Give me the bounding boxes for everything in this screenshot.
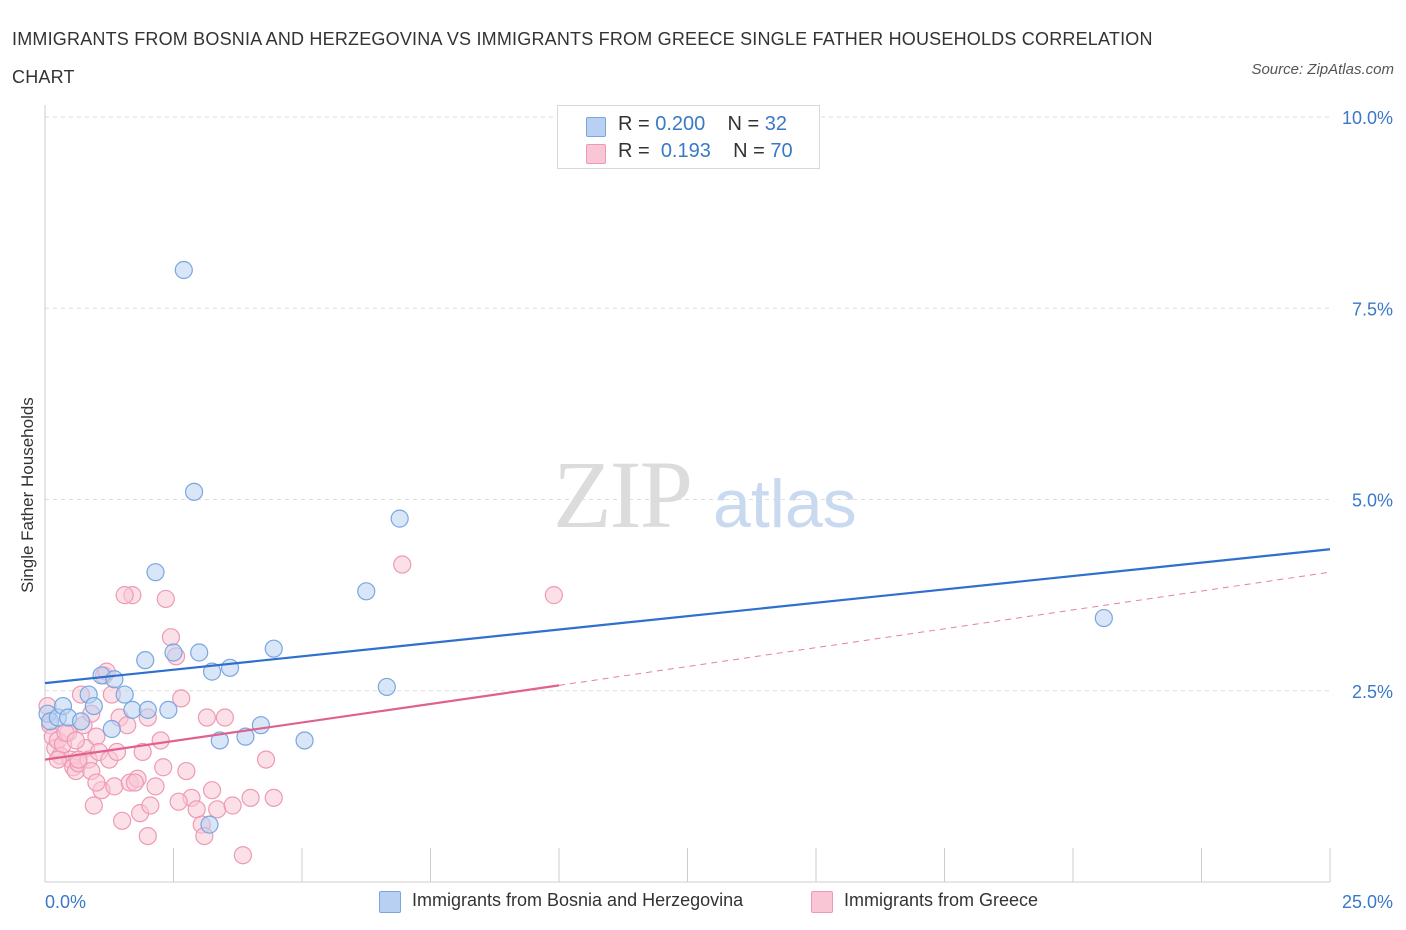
bottom-legend-swatch-greece: [811, 891, 833, 913]
legend-greece-n-value: 70: [770, 140, 793, 162]
y-axis-label: Single Father Households: [18, 397, 37, 593]
greece-point: [115, 586, 134, 605]
greece-point: [393, 555, 412, 574]
x-tick-label-min: 0.0%: [45, 892, 86, 912]
bosnia-point: [377, 677, 396, 697]
greece-point: [112, 811, 132, 830]
greece-point: [264, 788, 283, 807]
bosnia-point: [295, 731, 314, 750]
y-tick-label: 10.0%: [1342, 108, 1393, 128]
greece-trend-line-extended: [558, 571, 1331, 686]
y-tick-labels: 2.5% 5.0% 7.5% 10.0%: [1342, 108, 1393, 702]
greece-point: [256, 750, 276, 769]
greece-point: [208, 800, 227, 819]
greece-point: [154, 758, 173, 777]
greece-trend-line: [44, 684, 560, 761]
legend-bosnia-n-label: N =: [727, 113, 760, 135]
correlation-legend: R = 0.200 N = 32 R = 0.193 N = 70: [557, 105, 820, 169]
x-tick-label-max: 25.0%: [1342, 892, 1393, 912]
bosnia-point: [210, 731, 229, 750]
bosnia-points: [38, 260, 1113, 834]
bosnia-point: [123, 700, 142, 719]
bosnia-trend-line: [44, 548, 1331, 685]
greece-point: [84, 796, 103, 815]
greece-point: [141, 796, 160, 815]
greece-point: [161, 628, 181, 647]
legend-greece-n-label: N =: [733, 140, 765, 162]
legend-bosnia-r-label: R =: [618, 113, 650, 135]
y-tick-label: 7.5%: [1352, 299, 1393, 319]
legend-swatch-greece: [586, 144, 606, 164]
greece-point: [197, 708, 217, 727]
bosnia-point: [115, 685, 134, 704]
greece-point: [215, 708, 234, 727]
greece-point: [172, 689, 191, 708]
watermark: ZIP atlas: [553, 441, 857, 548]
bosnia-point: [164, 643, 183, 662]
bosnia-point: [357, 582, 376, 601]
source-label: Source: ZipAtlas.com: [1251, 61, 1394, 78]
greece-point: [156, 589, 175, 609]
greece-point: [544, 586, 563, 605]
bottom-legend-swatch-bosnia: [379, 891, 401, 913]
bottom-legend-label-bosnia: Immigrants from Bosnia and Herzegovina: [412, 890, 744, 910]
greece-point: [169, 792, 188, 811]
greece-point: [146, 777, 165, 796]
greece-point: [177, 761, 196, 781]
axes: [44, 105, 1331, 883]
bosnia-point: [184, 482, 204, 501]
bosnia-point: [236, 727, 255, 746]
greece-point: [87, 773, 106, 792]
bosnia-point: [105, 670, 124, 689]
trend-lines: [44, 548, 1331, 761]
bottom-legend-label-greece: Immigrants from Greece: [844, 890, 1039, 910]
legend-greece-r-label: R =: [618, 140, 650, 162]
bosnia-point: [159, 700, 178, 719]
y-tick-label: 2.5%: [1352, 682, 1393, 702]
bosnia-point: [390, 509, 409, 528]
bosnia-point: [102, 719, 121, 739]
greece-point: [202, 781, 222, 800]
bosnia-point: [136, 651, 155, 670]
legend-bosnia-r-value: 0.200: [655, 113, 706, 135]
greece-point: [223, 796, 242, 815]
legend-swatch-bosnia: [586, 117, 606, 137]
chart-title: IMMIGRANTS FROM BOSNIA AND HERZEGOVINA V…: [12, 29, 1153, 87]
greece-point: [105, 777, 124, 796]
x-tick-labels: 0.0% 25.0%: [45, 892, 1393, 912]
greece-point: [187, 800, 206, 819]
bosnia-point: [1094, 608, 1113, 628]
greece-point: [125, 773, 145, 792]
bosnia-point: [138, 700, 157, 719]
greece-point: [138, 826, 157, 846]
legend-bosnia-n-value: 32: [764, 113, 788, 135]
bosnia-point: [264, 639, 283, 658]
bosnia-point: [200, 815, 219, 834]
bosnia-point: [251, 716, 270, 735]
legend-greece-r-value: 0.193: [660, 140, 711, 162]
watermark-zip: ZIP: [553, 441, 691, 548]
bosnia-point: [174, 260, 193, 280]
watermark-atlas: atlas: [713, 466, 857, 542]
grid-lines: [45, 116, 1330, 692]
bosnia-point: [202, 662, 222, 681]
bosnia-point: [146, 563, 165, 582]
greece-points: [38, 555, 563, 865]
greece-point: [233, 846, 252, 865]
greece-point: [66, 731, 85, 750]
greece-point: [87, 727, 106, 746]
greece-point: [118, 716, 137, 735]
y-tick-label: 5.0%: [1352, 491, 1393, 511]
greece-point: [241, 788, 260, 807]
greece-point: [133, 742, 152, 762]
greece-point: [151, 731, 170, 750]
bosnia-point: [84, 696, 103, 716]
bosnia-point: [190, 643, 209, 662]
bosnia-point: [71, 712, 91, 731]
greece-point: [107, 742, 127, 762]
bosnia-point: [220, 658, 240, 677]
